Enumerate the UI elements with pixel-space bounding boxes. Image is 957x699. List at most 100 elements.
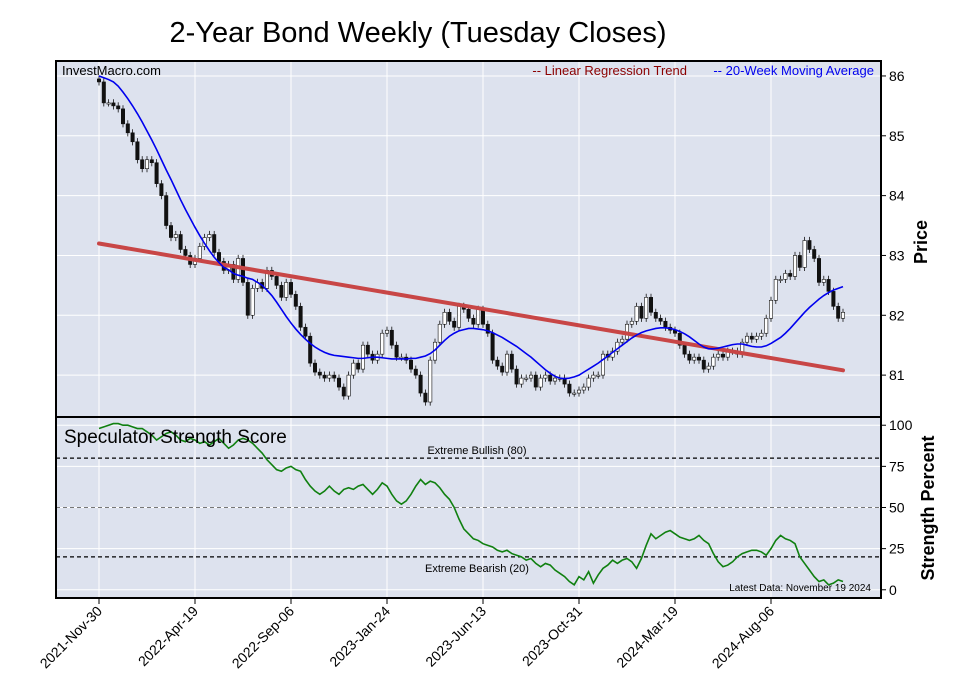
x-tick-label: 2023-Jun-13 — [422, 603, 489, 670]
candle-body — [797, 255, 802, 268]
candle-body — [778, 279, 783, 281]
candle-body — [586, 377, 591, 388]
candle-body — [543, 374, 548, 379]
candlestick-series — [97, 75, 845, 406]
price-y-tick-label: 81 — [889, 367, 905, 383]
candle-body — [768, 300, 773, 319]
candle-body — [437, 323, 442, 343]
candle-body — [783, 273, 788, 280]
candle-body — [754, 335, 759, 340]
candle-body — [149, 159, 154, 164]
candle-body — [773, 279, 778, 301]
x-tick-label: 2021-Nov-30 — [37, 603, 106, 672]
watermark: InvestMacro.com — [62, 63, 161, 78]
candle-body — [365, 344, 370, 355]
candle-body — [572, 392, 577, 395]
candle-body — [332, 374, 337, 379]
candle-body — [125, 123, 130, 134]
candle-body — [644, 297, 649, 319]
price-y-axis: 81 82 83 84 85 86 — [881, 68, 905, 383]
legend-moving-average: -- 20-Week Moving Average — [713, 63, 874, 78]
candle-body — [456, 306, 461, 328]
candle-body — [764, 317, 769, 334]
candle-body — [701, 359, 706, 370]
candle-body — [293, 294, 298, 307]
candle-body — [322, 374, 327, 379]
candle-body — [121, 108, 126, 125]
candle-body — [284, 282, 289, 298]
candle-body — [648, 297, 653, 313]
candle-body — [197, 246, 202, 259]
candle-body — [111, 102, 116, 107]
reference-lines: Extreme Bullish (80) Extreme Bearish (20) — [56, 445, 881, 575]
candle-body — [620, 338, 625, 343]
candle-body — [178, 234, 183, 250]
candle-body — [663, 320, 668, 328]
candle-body — [298, 306, 303, 328]
candle-body — [245, 282, 250, 316]
candle-body — [744, 335, 749, 343]
chart-title: 2-Year Bond Weekly (Tuesday Closes) — [170, 17, 667, 49]
candle-body — [106, 102, 111, 105]
candle-body — [279, 285, 284, 298]
candle-body — [682, 344, 687, 355]
strength-y-axis: 0 25 50 75 100 — [881, 417, 913, 598]
candle-body — [716, 353, 721, 358]
latest-data-annotation: Latest Data: November 19 2024 — [729, 583, 871, 594]
candle-body — [840, 311, 845, 319]
candle-body — [317, 371, 322, 376]
candle-body — [509, 353, 514, 370]
candle-body — [533, 374, 538, 388]
price-y-tick-label: 85 — [889, 128, 905, 144]
candle-body — [442, 311, 447, 325]
candle-body — [394, 344, 399, 358]
price-y-tick-label: 83 — [889, 247, 905, 263]
candle-body — [173, 234, 178, 238]
candle-body — [653, 311, 658, 319]
candle-body — [130, 132, 135, 143]
moving-average-line — [98, 75, 844, 380]
candle-body — [831, 291, 836, 307]
x-tick-label: 2022-Apr-19 — [135, 603, 201, 669]
candle-body — [792, 255, 797, 277]
candle-body — [140, 159, 145, 169]
candle-body — [159, 183, 164, 196]
strength-score-line — [98, 422, 844, 586]
strength-panel-frame — [55, 416, 882, 599]
candle-body — [116, 105, 121, 110]
candle-body — [428, 359, 433, 403]
candle-body — [351, 362, 356, 376]
candle-body — [250, 288, 255, 316]
candle-body — [826, 279, 831, 292]
candle-body — [504, 353, 509, 373]
linear-regression-trend-line — [97, 241, 845, 373]
candle-body — [336, 377, 341, 388]
strength-y-tick-label: 25 — [889, 541, 905, 557]
candle-body — [485, 323, 490, 334]
candle-body — [600, 353, 605, 376]
price-panel-background — [56, 61, 881, 417]
price-y-tick-label: 84 — [889, 188, 905, 204]
candle-body — [308, 335, 313, 364]
candle-body — [528, 374, 533, 379]
reference-line-label: Extreme Bearish (20) — [425, 563, 529, 575]
candle-body — [500, 365, 505, 373]
x-axis: 2021-Nov-30 2022-Apr-19 2022-Sep-06 2023-Ja… — [37, 598, 777, 672]
candle-body — [408, 359, 413, 370]
candle-body — [274, 276, 279, 286]
candle-body — [687, 353, 692, 361]
candle-body — [591, 374, 596, 379]
candle-body — [749, 335, 754, 340]
candle-body — [101, 81, 106, 104]
candle-body — [423, 392, 428, 403]
price-axis-label: Price — [911, 220, 931, 264]
candle-body — [217, 252, 222, 262]
candle-body — [576, 389, 581, 394]
candle-body — [552, 377, 557, 382]
candle-body — [183, 249, 188, 256]
candle-body — [154, 162, 159, 184]
candle-body — [658, 317, 663, 322]
candle-body — [447, 311, 452, 322]
candle-body — [816, 258, 821, 283]
